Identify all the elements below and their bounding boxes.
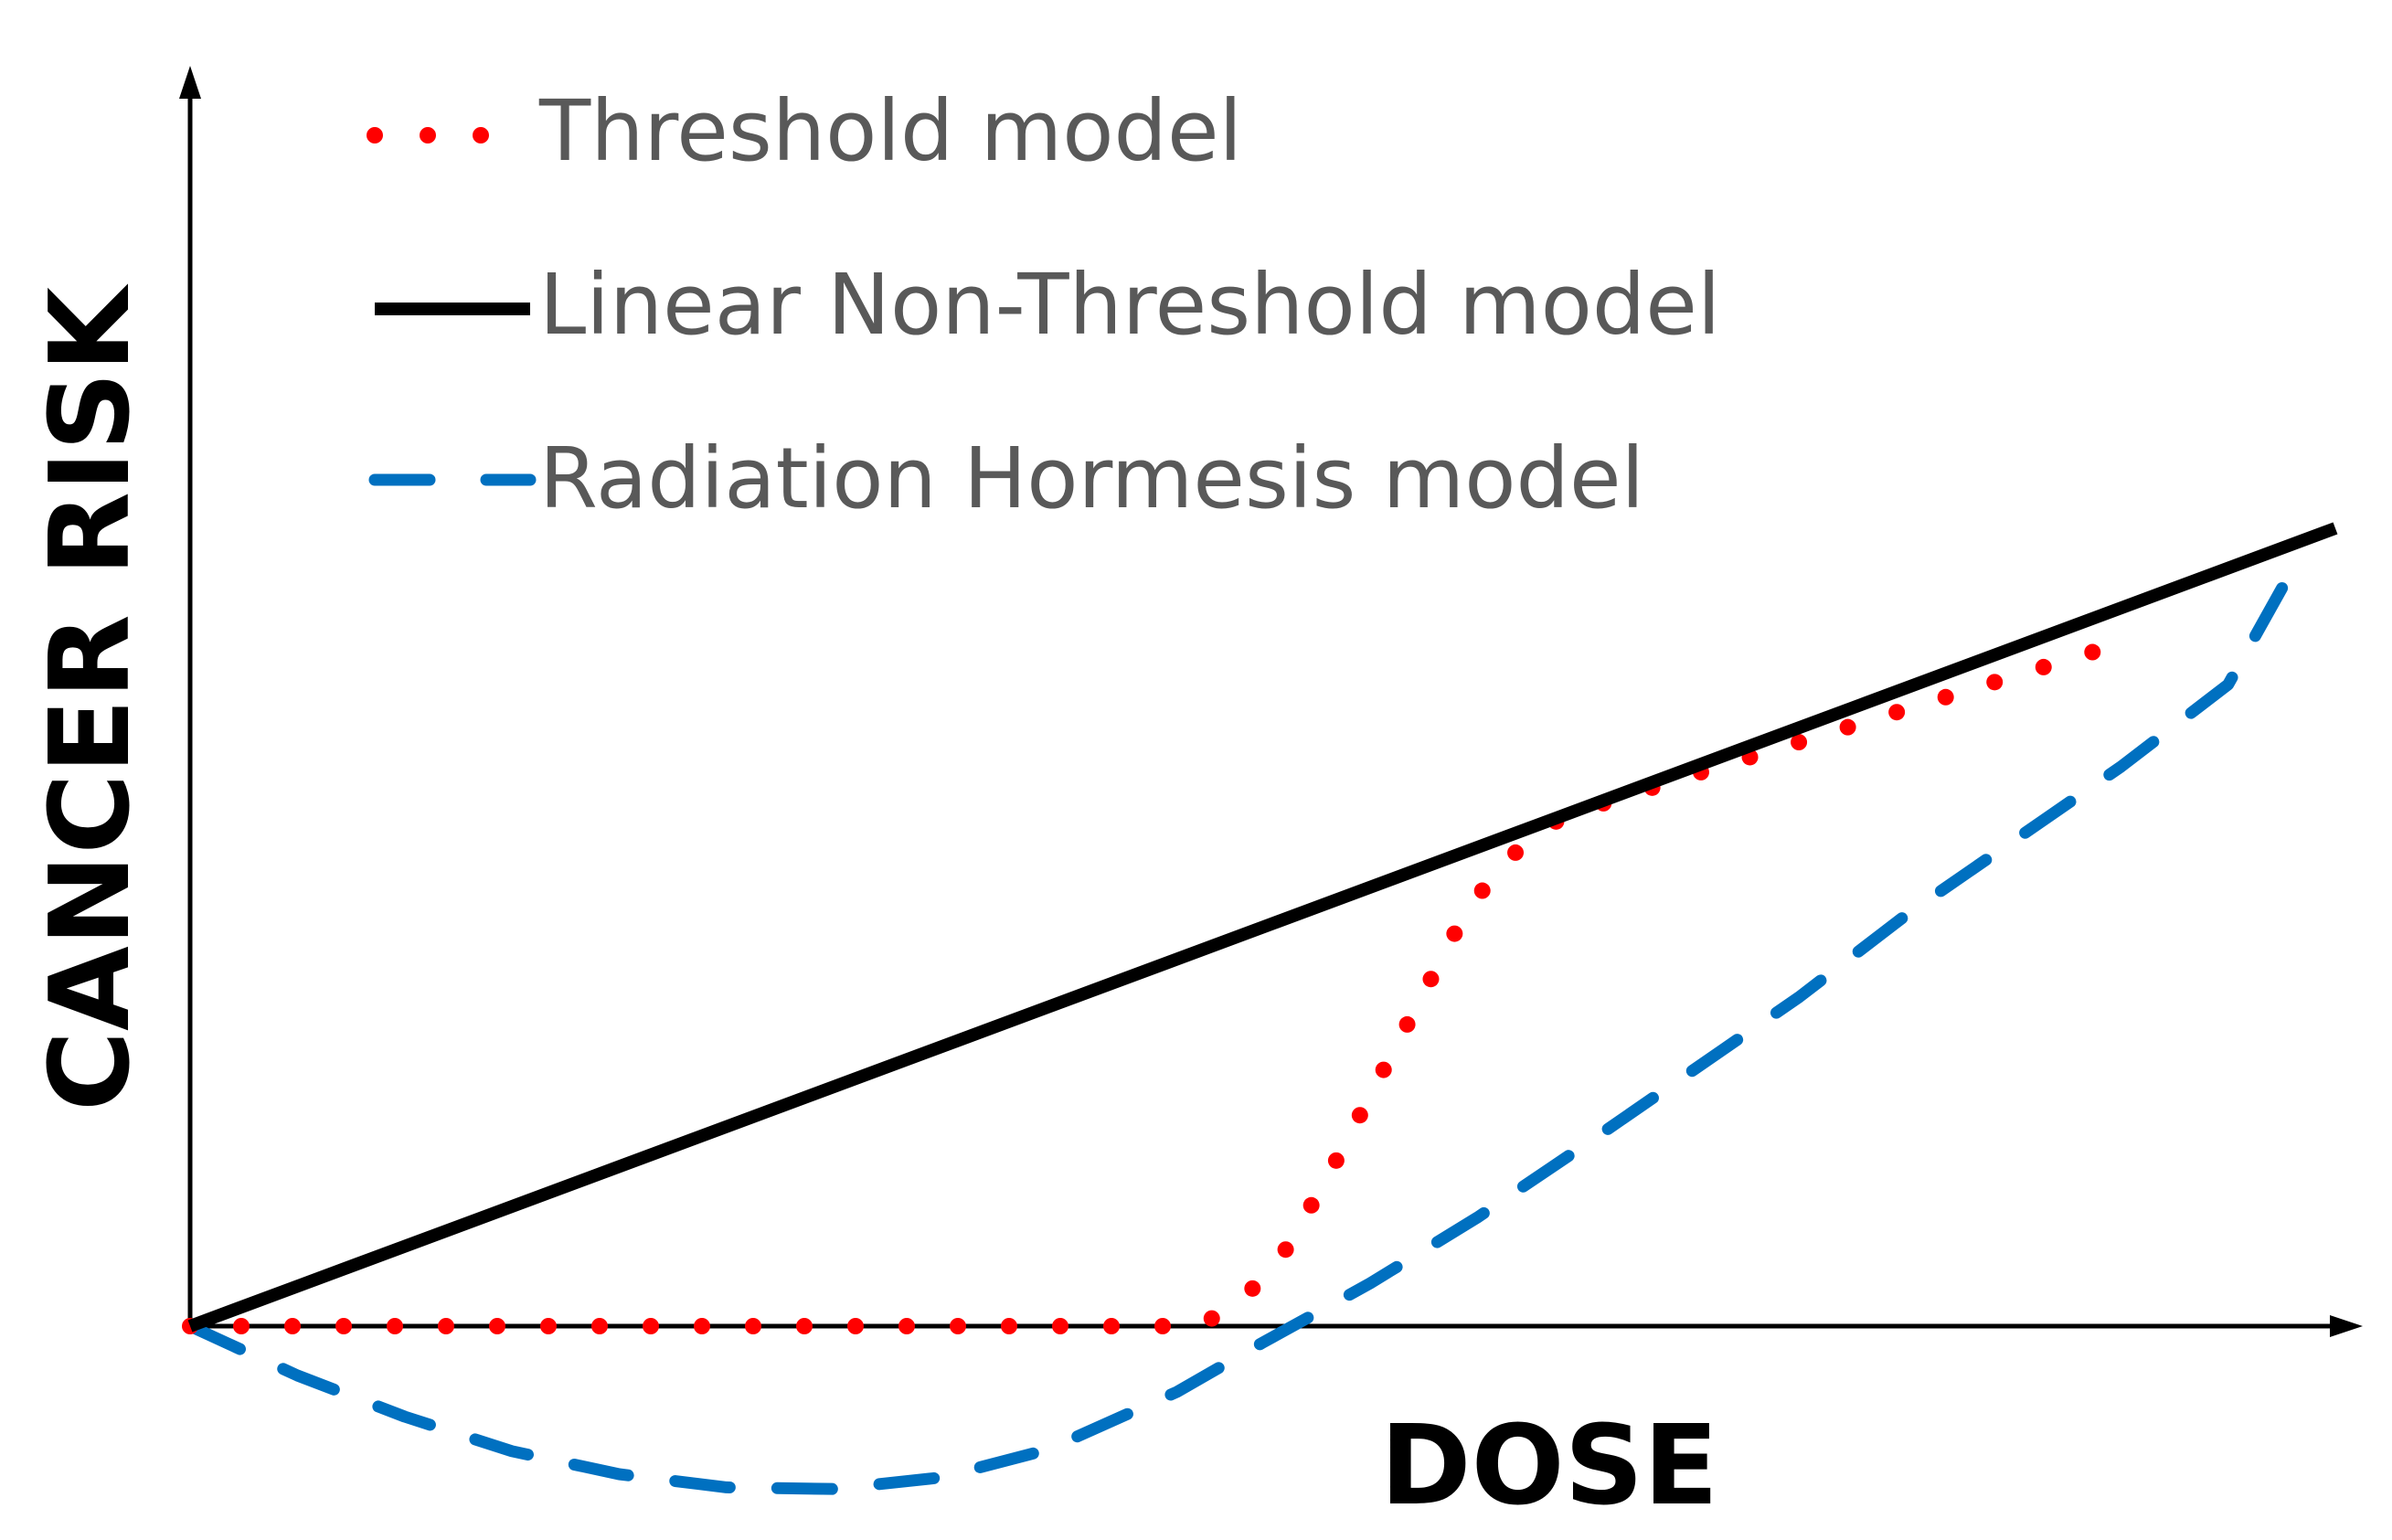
- legend-label-lnt: Linear Non-Threshold model: [539, 256, 1720, 354]
- legend: Threshold model Linear Non-Threshold mod…: [367, 82, 1720, 527]
- legend-item-hormesis: Radiation Hormesis model: [368, 430, 1644, 527]
- legend-label-hormesis: Radiation Hormesis model: [539, 430, 1644, 527]
- y-axis-title: CANCER RISK: [27, 283, 154, 1111]
- series-layer: [182, 522, 2338, 1495]
- legend-item-threshold: Threshold model: [367, 82, 1242, 180]
- x-axis-arrow-icon: [2330, 1315, 2363, 1337]
- series-line-lnt: [187, 522, 2338, 1333]
- y-axis-arrow-icon: [179, 66, 201, 99]
- legend-label-threshold: Threshold model: [538, 82, 1242, 180]
- x-axis-title: DOSE: [1380, 1403, 1718, 1530]
- legend-item-lnt: Linear Non-Threshold model: [375, 256, 1720, 354]
- series-line-hormesis: [184, 563, 2299, 1495]
